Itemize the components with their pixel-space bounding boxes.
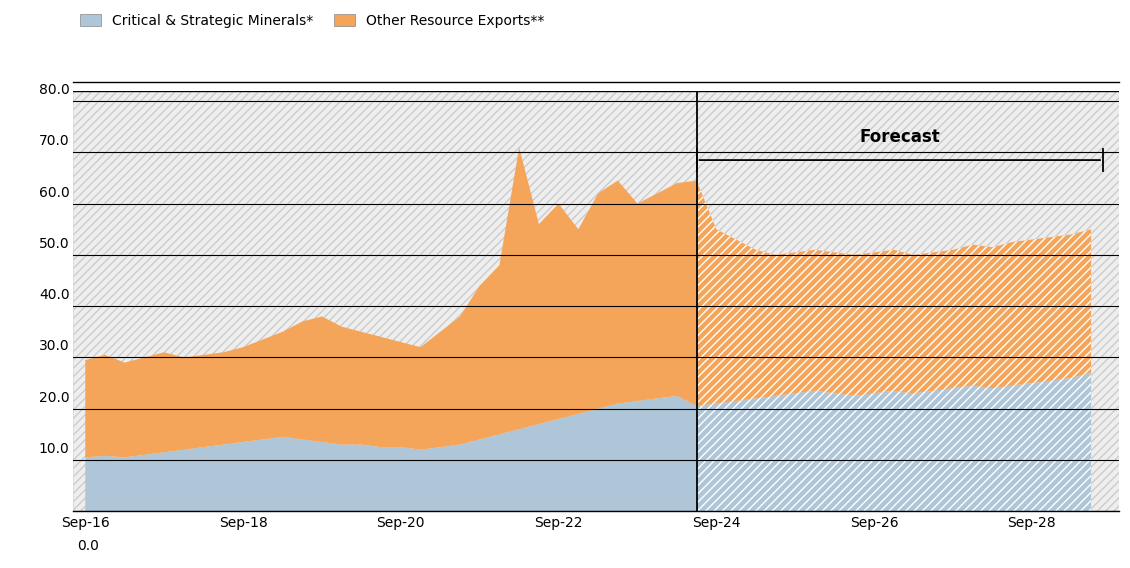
Text: Forecast: Forecast	[860, 128, 940, 146]
Text: 70.0: 70.0	[38, 134, 70, 148]
Text: 0.0: 0.0	[77, 540, 99, 553]
Text: 10.0: 10.0	[38, 442, 70, 456]
Text: 40.0: 40.0	[38, 288, 70, 302]
Text: 30.0: 30.0	[38, 339, 70, 353]
Text: 80.0: 80.0	[38, 83, 70, 97]
Text: 50.0: 50.0	[38, 237, 70, 251]
Text: 20.0: 20.0	[38, 391, 70, 404]
Legend: Critical & Strategic Minerals*, Other Resource Exports**: Critical & Strategic Minerals*, Other Re…	[80, 14, 545, 28]
Text: 60.0: 60.0	[38, 186, 70, 199]
